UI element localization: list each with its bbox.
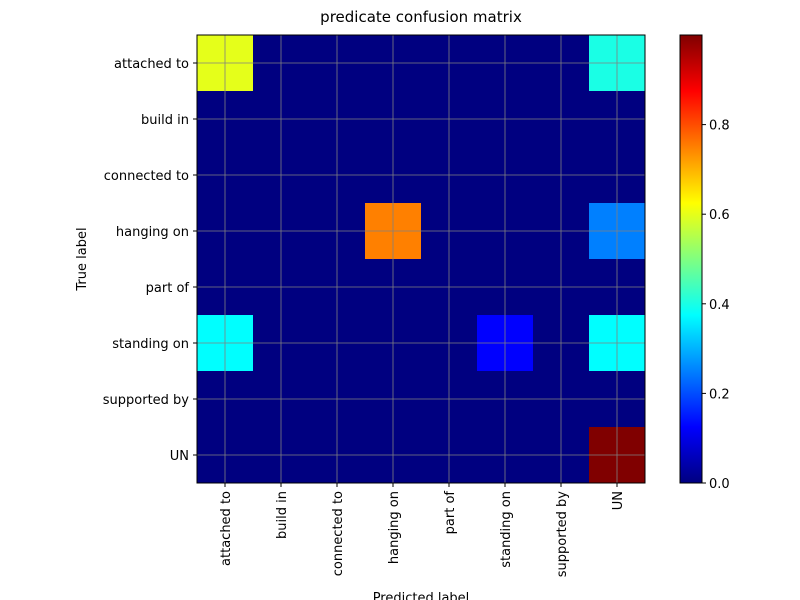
x-tick-label: supported by bbox=[555, 491, 570, 578]
colorbar bbox=[679, 34, 703, 484]
colorbar-tick-label: 0.2 bbox=[709, 387, 730, 402]
colorbar-tick-label: 0.6 bbox=[709, 208, 730, 223]
x-tick-label: UN bbox=[611, 491, 626, 510]
y-tick-label: standing on bbox=[112, 337, 189, 352]
y-tick-label: supported by bbox=[103, 393, 190, 408]
x-axis-label: Predicted label bbox=[373, 591, 470, 600]
colorbar-tick-label: 0.8 bbox=[709, 119, 730, 134]
x-tick-label: hanging on bbox=[387, 491, 402, 564]
colorbar-tick-label: 0.0 bbox=[709, 477, 730, 492]
y-axis-label: True label bbox=[75, 227, 90, 291]
x-tick-label: part of bbox=[443, 491, 458, 535]
y-tick-label: build in bbox=[141, 113, 189, 128]
colorbar-tick-label: 0.4 bbox=[709, 298, 730, 313]
x-tick-label: attached to bbox=[219, 491, 234, 566]
y-tick-label: UN bbox=[170, 449, 189, 464]
x-tick-label: standing on bbox=[499, 491, 514, 568]
y-tick-label: connected to bbox=[104, 169, 189, 184]
x-tick-label: connected to bbox=[331, 491, 346, 576]
y-tick-label: part of bbox=[146, 281, 190, 296]
chart-title: predicate confusion matrix bbox=[320, 8, 522, 26]
plot-frame bbox=[196, 34, 646, 484]
y-tick-label: attached to bbox=[114, 57, 189, 72]
x-tick-label: build in bbox=[275, 491, 290, 539]
y-tick-label: hanging on bbox=[116, 225, 189, 240]
